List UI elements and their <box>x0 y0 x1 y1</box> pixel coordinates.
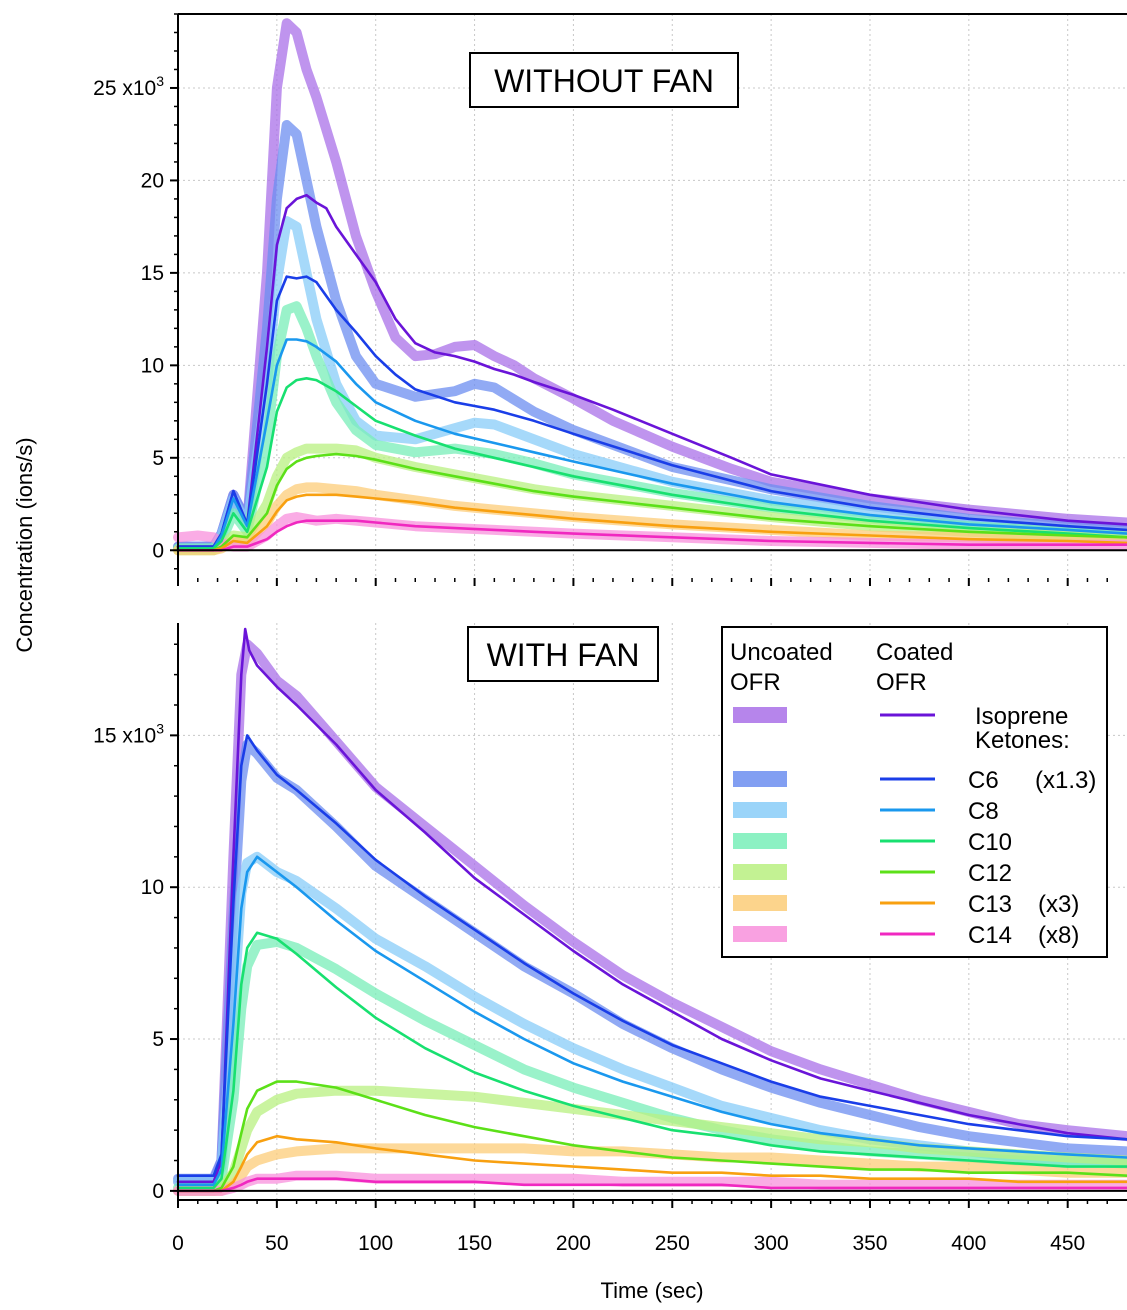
series-isoprene-coated <box>176 193 1127 548</box>
legend-header-coated-1: Coated <box>876 639 953 666</box>
legend-multiplier-c6: (x1.3) <box>1035 767 1096 794</box>
legend-rows: Isoprene C6 (x1.3) C8 C10 C12 C13 (x3) C14 (x8) <box>733 703 1096 949</box>
panel-with-fan-title: WITH FAN <box>487 637 640 673</box>
legend-label-c12: C12 <box>968 860 1012 887</box>
x-tick-label: 0 <box>172 1232 184 1255</box>
legend-multiplier-c13: (x3) <box>1038 891 1079 918</box>
series-c10-coated <box>176 931 1127 1190</box>
series-c14-coated <box>176 519 1127 552</box>
x-tick-label: 450 <box>1050 1232 1085 1255</box>
y-tick-exponent: 3 <box>156 73 164 89</box>
x-tick-label: 250 <box>655 1232 690 1255</box>
panel-without-fan-axes: 0 5 10 15 20 25 x103 <box>93 13 1127 586</box>
series-c6-uncoated <box>173 739 1127 1184</box>
y-tick-label: 0 <box>152 1180 164 1203</box>
series-c13-coated <box>176 493 1127 552</box>
legend-label-c6: C6 <box>968 767 999 794</box>
legend-label-c14: C14 <box>968 922 1012 949</box>
legend-label-c10: C10 <box>968 829 1012 856</box>
y-tick-label: 5 <box>152 447 164 470</box>
series-c8-coated <box>176 338 1127 550</box>
legend-label-isoprene: Isoprene <box>975 703 1068 730</box>
panel-with-fan-title-box: WITH FAN <box>467 626 659 682</box>
series-c13-uncoated <box>173 1143 1127 1196</box>
panel-without-fan-series <box>173 18 1127 556</box>
x-tick-label: 300 <box>754 1232 789 1255</box>
x-tick-label: 350 <box>852 1232 887 1255</box>
y-tick-label: 10 <box>141 876 164 899</box>
series-c8-coated <box>176 855 1127 1187</box>
series-c14-coated <box>176 1177 1127 1193</box>
legend: Uncoated OFR Coated OFR Ketones: Isopren… <box>721 626 1108 958</box>
legend-swatch-uncoated-c6 <box>733 771 787 787</box>
legend-header-uncoated-1: Uncoated <box>730 639 833 666</box>
panel-without-fan: 0 5 10 15 20 25 x103 WITHOUT FAN <box>93 13 1127 586</box>
y-tick-label: 25 x103 <box>93 73 164 100</box>
legend-label-c8: C8 <box>968 798 999 825</box>
y-tick-exponent: 3 <box>156 720 164 736</box>
legend-label-c13: C13 <box>968 891 1012 918</box>
legend-swatch-uncoated-c8 <box>733 802 787 818</box>
y-axis-label: Concentration (ions/s) <box>12 437 37 652</box>
y-tick-label: 15 x103 <box>93 720 164 747</box>
legend-swatch-uncoated-c12 <box>733 864 787 880</box>
x-tick-label: 100 <box>358 1232 393 1255</box>
series-c6-coated <box>176 734 1127 1177</box>
y-tick-label: 10 <box>141 354 164 377</box>
x-tick-label: 150 <box>457 1232 492 1255</box>
legend-swatch-uncoated-isoprene <box>733 707 787 723</box>
series-c12-uncoated <box>173 1085 1127 1196</box>
legend-ketones-header: Ketones: <box>975 727 1070 754</box>
panel-with-fan-axes: 0 5 10 15 x103 0 50 100 150 200 250 300 350 400 450 <box>93 623 1127 1255</box>
panel-without-fan-title-box: WITHOUT FAN <box>469 52 739 108</box>
legend-header-uncoated-2: OFR <box>730 669 781 696</box>
y-tick-label: 5 <box>152 1028 164 1051</box>
y-tick-label: 15 <box>141 262 164 285</box>
y-tick-label: 20 <box>141 169 164 192</box>
x-tick-label: 400 <box>951 1232 986 1255</box>
series-c12-coated <box>176 1080 1127 1193</box>
panel-without-fan-title: WITHOUT FAN <box>494 63 714 99</box>
x-tick-label: 200 <box>556 1232 591 1255</box>
x-tick-label: 50 <box>265 1232 288 1255</box>
series-c12-coated <box>176 452 1127 552</box>
series-isoprene-coated <box>176 627 1127 1184</box>
legend-swatch-uncoated-c10 <box>733 833 787 849</box>
series-c10-coated <box>176 376 1127 550</box>
series-c6-coated <box>176 275 1127 548</box>
legend-swatch-uncoated-c13 <box>733 895 787 911</box>
x-axis-label: Time (sec) <box>600 1278 703 1303</box>
series-c13-coated <box>176 1134 1127 1193</box>
legend-header-coated-2: OFR <box>876 669 927 696</box>
legend-swatch-uncoated-c14 <box>733 926 787 942</box>
legend-multiplier-c14: (x8) <box>1038 922 1079 949</box>
panel-with-fan-series <box>173 627 1127 1196</box>
y-tick-label: 0 <box>152 539 164 562</box>
series-c10-uncoated <box>173 936 1127 1193</box>
